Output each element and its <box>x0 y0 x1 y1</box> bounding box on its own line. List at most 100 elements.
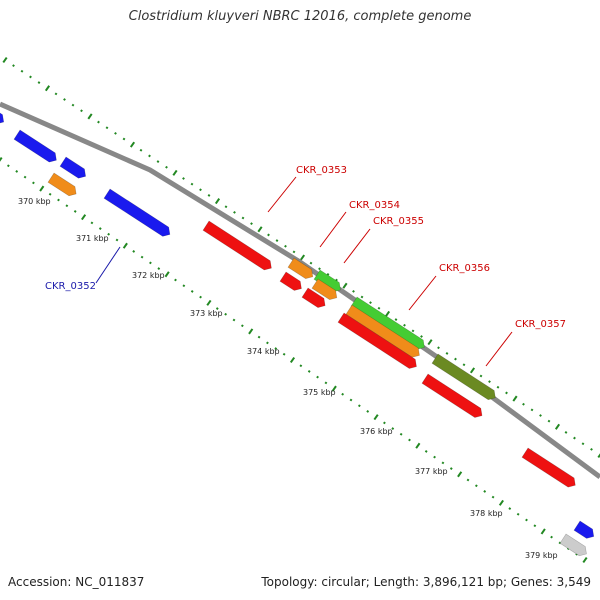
outer-tick-mark <box>148 154 151 158</box>
inner-tick-mark <box>525 518 528 522</box>
gene-arrow <box>337 312 417 369</box>
outer-tick-mark <box>2 56 8 64</box>
outer-tick-mark <box>12 64 15 68</box>
inner-tick-mark <box>215 307 219 310</box>
inner-tick-mark <box>182 284 186 288</box>
inner-tick-mark <box>341 392 345 396</box>
inner-tick-mark <box>307 370 311 373</box>
inner-tick-mark <box>0 156 3 164</box>
inner-tick-mark <box>466 478 470 482</box>
inner-tick-mark <box>540 528 546 535</box>
label-leader-line <box>408 275 437 311</box>
gene-arrow <box>301 287 326 308</box>
inner-tick-mark <box>449 467 453 470</box>
outer-tick-mark <box>54 92 58 96</box>
inner-tick-mark <box>383 421 386 425</box>
outer-tick-mark <box>377 306 381 310</box>
label-leader-line <box>319 211 347 248</box>
outer-tick-mark <box>182 177 185 180</box>
inner-tick-mark <box>190 290 194 293</box>
inner-tick-mark <box>366 410 370 413</box>
outer-tick-mark <box>233 210 236 214</box>
outer-tick-mark <box>530 408 534 412</box>
inner-tick-mark <box>206 299 212 306</box>
inner-tick-mark <box>81 214 87 221</box>
inner-tick-mark <box>240 324 244 328</box>
outer-tick-mark <box>87 113 93 120</box>
kbp-label: 378 kbp <box>470 509 503 518</box>
outer-tick-mark <box>342 282 348 289</box>
outer-tick-mark <box>564 431 568 434</box>
inner-tick-mark <box>157 267 161 270</box>
outer-tick-mark <box>29 75 32 79</box>
gene-arrow <box>59 156 86 179</box>
outer-tick-mark <box>454 357 457 361</box>
inner-tick-mark <box>391 427 395 430</box>
gene-labels: CKR_0352 CKR_0353 CKR_0354 CKR_0355 CKR_0356… <box>45 165 566 330</box>
inner-tick-mark <box>266 341 269 345</box>
gene-arrow <box>431 353 496 401</box>
outer-tick-mark <box>479 374 483 378</box>
outer-tick-mark <box>214 198 221 205</box>
gene-label: CKR_0356 <box>439 263 490 274</box>
kbp-label: 374 kbp <box>247 347 280 356</box>
gene-arrow <box>13 129 57 163</box>
outer-tick-mark <box>275 239 279 242</box>
inner-tick-mark <box>23 175 27 179</box>
inner-tick-mark <box>140 255 144 259</box>
outer-tick-mark <box>496 385 500 389</box>
inner-tick-mark <box>289 356 296 364</box>
outer-tick-mark <box>505 391 508 395</box>
gene-track <box>0 112 595 557</box>
inner-tick-mark <box>122 242 128 249</box>
outer-tick-mark <box>590 447 593 451</box>
gene-arrow <box>345 304 420 358</box>
gene-arrow <box>202 220 272 271</box>
outer-tick-mark <box>122 137 126 141</box>
inner-tick-mark <box>508 507 512 510</box>
inner-tick-mark <box>331 385 337 392</box>
outer-tick-mark <box>224 205 228 209</box>
inner-tick-mark <box>408 438 411 442</box>
outer-tick-mark <box>318 267 321 271</box>
outer-tick-mark <box>445 352 449 355</box>
inner-tick-mark <box>132 250 136 253</box>
inner-tick-mark <box>224 312 228 316</box>
inner-tick-mark <box>324 381 328 385</box>
outer-tick-mark <box>156 160 160 163</box>
inner-tick-mark <box>115 238 119 242</box>
gene-arrow <box>559 533 587 557</box>
outer-tick-mark <box>581 442 585 446</box>
gene-label: CKR_0352 <box>45 281 96 292</box>
outer-tick-mark <box>114 131 117 135</box>
outer-tick-mark <box>394 318 398 321</box>
kbp-label: 375 kbp <box>303 388 336 397</box>
outer-tick-mark <box>172 169 178 176</box>
gene-label: CKR_0355 <box>373 216 424 227</box>
kbp-label: 371 kbp <box>76 234 109 243</box>
outer-tick-mark <box>71 103 75 107</box>
inner-tick-mark <box>6 164 10 168</box>
inner-tick-mark <box>199 295 202 299</box>
outer-tick-mark <box>352 289 355 293</box>
inner-tick-mark <box>415 442 421 449</box>
kbp-label: 376 kbp <box>360 427 393 436</box>
outer-tick-mark <box>522 402 525 406</box>
inner-tick-mark <box>174 278 177 282</box>
map-title: Clostridium kluyveri NBRC 12016, complet… <box>128 9 472 24</box>
outer-tick-mark <box>284 244 287 248</box>
outer-tick-mark <box>241 216 245 220</box>
outer-tick-mark <box>488 380 491 384</box>
label-leaders <box>95 176 513 367</box>
label-leader-line <box>343 228 371 264</box>
outer-tick-mark <box>309 261 313 265</box>
gene-arrow <box>350 296 425 350</box>
gene-arrow <box>573 520 595 539</box>
inner-tick-mark <box>316 375 319 379</box>
outer-tick-mark <box>573 436 576 440</box>
inner-tick-mark <box>424 450 428 453</box>
gene-label: CKR_0353 <box>296 165 347 176</box>
outer-tick-mark <box>360 295 364 299</box>
outer-tick-mark <box>539 414 542 417</box>
outer-tick-mark <box>129 141 136 148</box>
